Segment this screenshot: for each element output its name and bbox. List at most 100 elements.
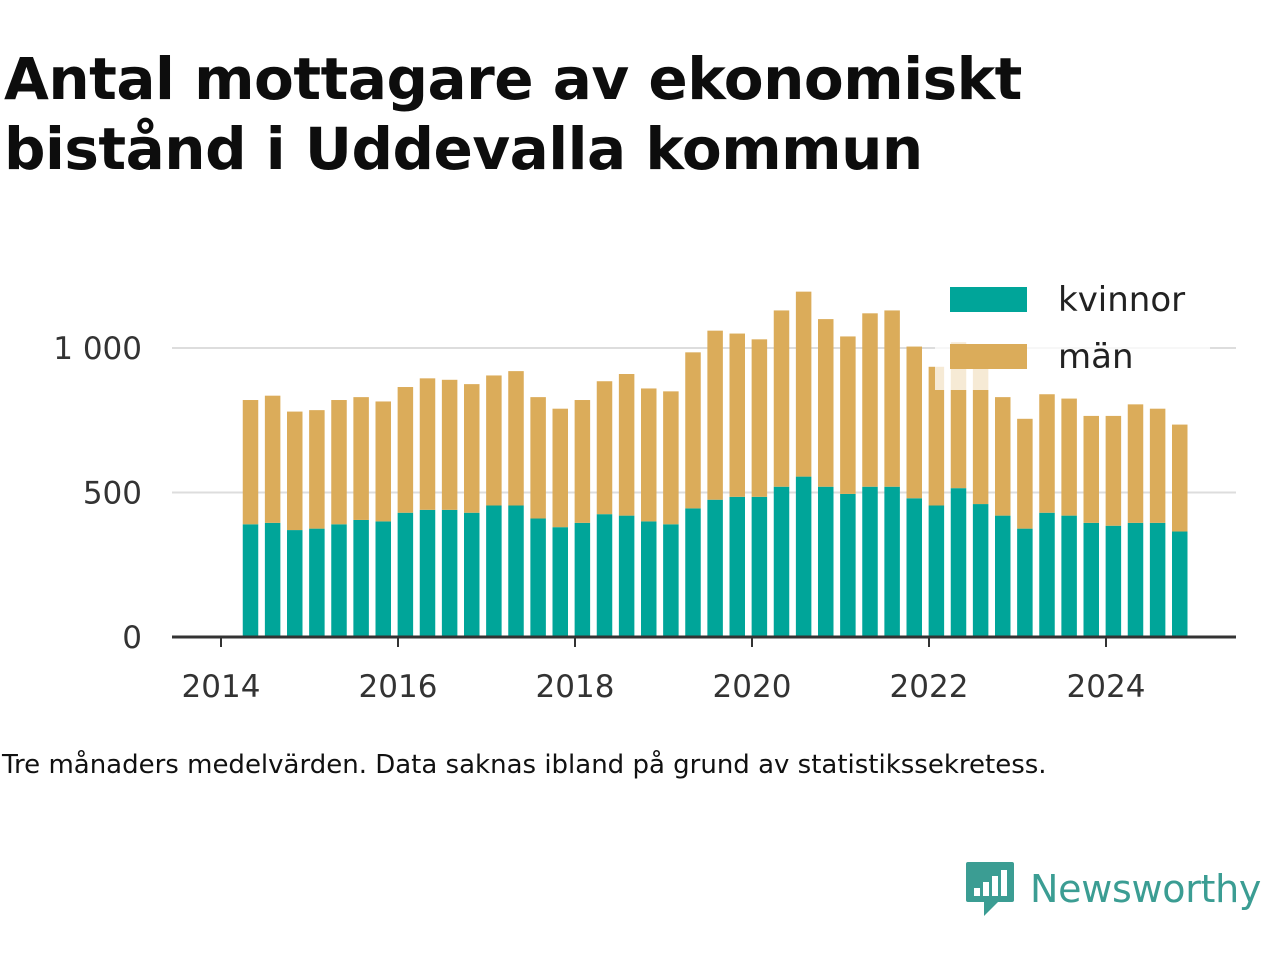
legend-label-man: män [1058,337,1134,377]
bar-man [1105,415,1122,526]
bar-kvinnor [1039,512,1055,637]
bar-man [1061,398,1077,516]
bar-man [441,379,458,510]
bar-man [840,336,856,494]
bar-man [530,397,546,519]
legend: kvinnor män [935,272,1210,390]
brand-name: Newsworthy [1030,867,1262,911]
bar-kvinnor [375,521,391,637]
bar-kvinnor [795,476,812,637]
bar-man [596,381,613,515]
bar-kvinnor [707,499,723,637]
bar-man [486,375,502,506]
bar-man [995,397,1011,516]
bar-kvinnor [530,518,546,637]
newsworthy-logo-icon [966,862,1014,916]
bar-kvinnor [441,509,458,637]
x-tick-label: 2016 [359,669,438,705]
bar-man [375,401,391,522]
bar-kvinnor [264,522,281,637]
bar-man [862,313,878,487]
bar-man [353,397,369,520]
bar-kvinnor [995,515,1011,637]
bar-man [773,310,790,487]
bar-man [884,310,900,487]
bar-kvinnor [928,505,945,637]
x-tick-label: 2014 [182,669,261,705]
bar-man [508,371,524,506]
bar-man [1127,404,1144,523]
x-tick-label: 2020 [713,669,792,705]
bar-kvinnor [353,519,369,637]
y-tick-label: 0 [122,620,142,656]
x-tick-label: 2022 [890,669,969,705]
bar-kvinnor [1061,515,1077,637]
bar-man [287,411,303,531]
bar-kvinnor [1149,522,1166,637]
bar-man [972,359,989,505]
bar-kvinnor [818,486,834,637]
bar-man [818,319,834,487]
legend-swatch-kvinnor [950,287,1027,312]
bar-kvinnor [287,530,303,637]
bar-kvinnor [552,527,568,637]
bar-kvinnor [685,508,701,637]
bar-kvinnor [729,496,745,637]
bar-man [685,352,701,509]
bar-man [464,384,480,513]
bar-man [618,374,635,516]
bar-man [1017,418,1033,529]
bar-kvinnor [1017,528,1033,637]
chart-title: Antal mottagare av ekonomiskt bistånd i … [4,45,1022,183]
bar-man [795,291,812,477]
bar-man [264,395,281,523]
bar-kvinnor [663,524,679,637]
bar-kvinnor [486,505,502,637]
bar-kvinnor [331,524,347,637]
bar-man [331,400,347,525]
bar-man [419,378,436,510]
x-tick-label: 2018 [536,669,615,705]
bar-kvinnor [242,524,259,637]
bar-kvinnor [508,505,524,637]
bar-man [641,388,657,522]
bar-man [1083,415,1099,523]
bar-kvinnor [950,488,967,637]
bar-kvinnor [397,512,414,637]
bar-man [906,346,922,499]
bar-kvinnor [464,512,480,637]
bar-man [574,400,591,523]
bar-kvinnor [862,486,878,637]
bar-kvinnor [1127,522,1144,637]
bar-kvinnor [884,486,900,637]
bar-kvinnor [419,509,436,637]
bar-kvinnor [596,514,613,637]
bar-man [309,410,325,529]
bar-man [729,333,745,497]
bar-kvinnor [840,493,856,637]
legend-label-kvinnor: kvinnor [1058,280,1185,320]
bar-man [242,400,259,525]
bar-kvinnor [574,522,591,637]
bar-man [397,387,414,513]
bar-kvinnor [906,498,922,637]
bar-kvinnor [1172,531,1188,637]
legend-swatch-man [950,344,1027,369]
bar-kvinnor [309,528,325,637]
bar-man [928,366,945,506]
bar-kvinnor [1083,522,1099,637]
bar-man [751,339,768,497]
bar-kvinnor [641,521,657,637]
y-tick-label: 1 000 [53,331,142,367]
bar-man [707,330,723,500]
bars [242,291,1188,637]
bar-kvinnor [773,486,790,637]
bar-man [1039,394,1055,513]
bar-kvinnor [618,515,635,637]
y-tick-label: 500 [83,476,142,512]
brand-logo: Newsworthy [964,860,1261,918]
bar-kvinnor [972,504,989,637]
axes: 0 500 1 000 2014 2016 2018 2020 2022 2024 [53,331,1236,705]
bar-kvinnor [1105,525,1122,637]
